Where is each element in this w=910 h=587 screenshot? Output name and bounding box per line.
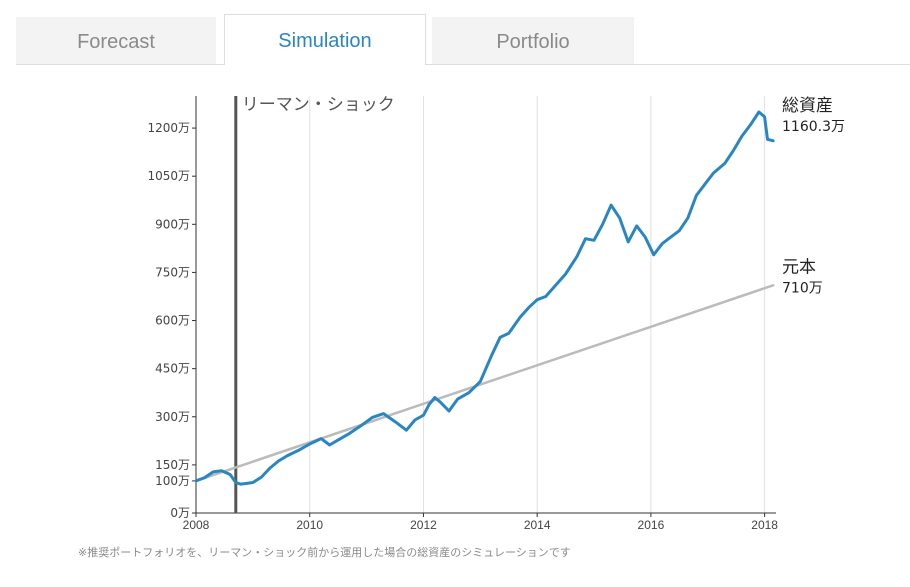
series-name-label: 総資産 <box>782 96 833 116</box>
y-tick-label: 1050万 <box>147 169 190 183</box>
y-tick-label: 1200万 <box>147 121 190 135</box>
tab-simulation[interactable]: Simulation <box>224 14 426 65</box>
grid-layer <box>309 96 766 513</box>
event-label: リーマン・ショック <box>242 95 395 115</box>
x-tick-label: 2008 <box>183 518 210 532</box>
x-tick-label: 2012 <box>410 518 437 532</box>
tab-divider <box>16 64 910 65</box>
y-tick-label: 450万 <box>155 362 190 376</box>
y-tick-label: 150万 <box>155 458 190 472</box>
axes-layer: 0万 100万 150万 300万 450万 600万 750万 900万 1050万 1200万… <box>147 96 778 532</box>
series-layer <box>194 96 775 513</box>
y-tick-label: 300万 <box>155 410 190 424</box>
footnote: ※推奨ポートフォリオを、リーマン・ショック前から運用した場合の総資産のシミュレー… <box>78 546 571 559</box>
x-tick-label: 2018 <box>751 518 778 532</box>
series-line-principal <box>194 284 775 483</box>
series-end-value-label: 1160.3万 <box>782 119 845 135</box>
x-tick-label: 2014 <box>524 518 551 532</box>
y-tick-label: 600万 <box>155 314 190 328</box>
tab-portfolio[interactable]: Portfolio <box>432 17 634 64</box>
x-tick-label: 2010 <box>296 518 323 532</box>
y-tick-label: 900万 <box>155 217 190 231</box>
tab-bar: Forecast Simulation Portfolio <box>16 14 910 65</box>
tab-forecast[interactable]: Forecast <box>16 17 216 64</box>
x-tick-label: 2016 <box>638 518 665 532</box>
y-tick-label: 100万 <box>155 474 190 488</box>
y-tick-label: 750万 <box>155 265 190 279</box>
series-name-label: 元本 <box>782 257 816 277</box>
series-line-total-assets <box>194 110 775 486</box>
y-tick-label: 0万 <box>170 506 190 520</box>
series-end-value-label: 710万 <box>782 280 823 296</box>
